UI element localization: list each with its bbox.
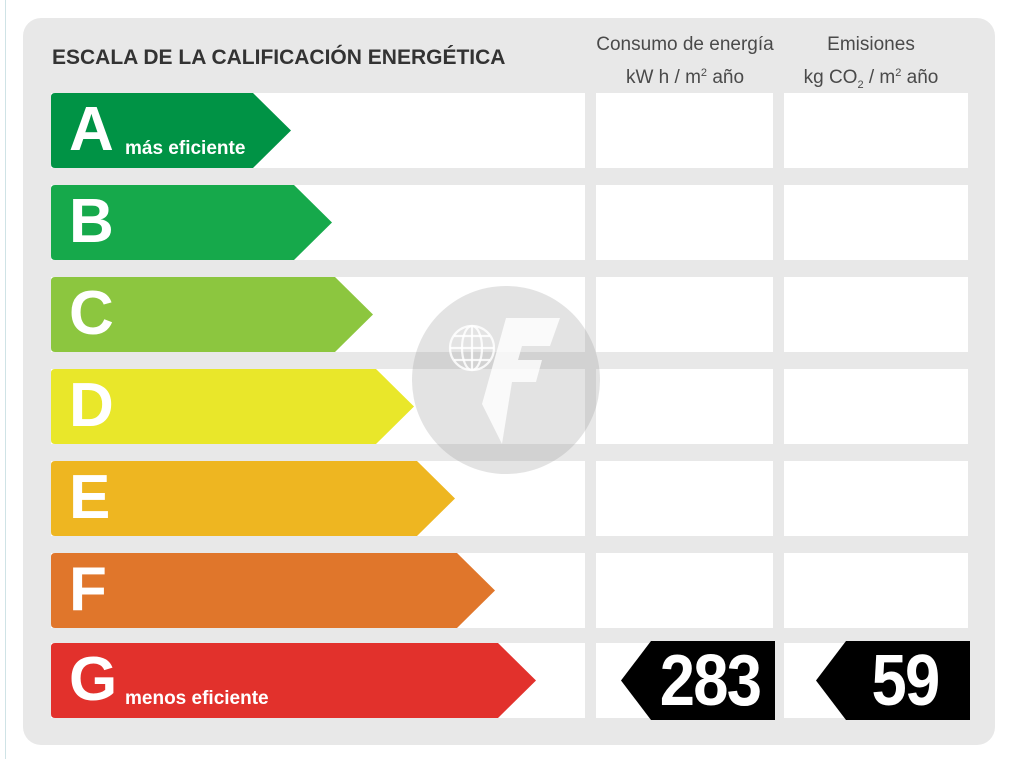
rating-arrow-shape bbox=[51, 461, 455, 536]
emisiones-cell-c bbox=[784, 277, 968, 352]
rating-arrow-shape bbox=[51, 185, 332, 260]
rating-arrow-shape bbox=[51, 553, 495, 628]
consumo-cell-a bbox=[596, 93, 773, 168]
rating-arrow-b: B bbox=[51, 185, 332, 260]
emisiones-cell-b bbox=[784, 185, 968, 260]
rating-arrow-e: E bbox=[51, 461, 455, 536]
consumo-cell-c bbox=[596, 277, 773, 352]
consumo-header-unit: kW h / m2 año bbox=[625, 67, 745, 88]
rating-arrow-f: F bbox=[51, 553, 495, 628]
consumo-value-badge: 283 bbox=[621, 640, 775, 721]
rating-arrow-d: D bbox=[51, 369, 414, 444]
emisiones-cell-f bbox=[784, 553, 968, 628]
rating-letter: E bbox=[69, 462, 111, 532]
rating-letter: B bbox=[69, 186, 114, 256]
consumo-cell-f bbox=[596, 553, 773, 628]
emisiones-cell-e bbox=[784, 461, 968, 536]
rating-letter: C bbox=[69, 278, 114, 348]
badge-arrow-shape bbox=[621, 641, 775, 720]
rating-sublabel: más eficiente bbox=[125, 138, 246, 159]
left-edge-line bbox=[5, 0, 6, 759]
badge-arrow-shape bbox=[816, 641, 970, 720]
rating-arrow-shape bbox=[51, 643, 536, 718]
badge-value: 59 bbox=[871, 640, 941, 721]
emisiones-cell-d bbox=[784, 369, 968, 444]
rating-arrow-c: C bbox=[51, 277, 373, 352]
page-title: ESCALA DE LA CALIFICACIÓN ENERGÉTICA bbox=[52, 46, 506, 69]
consumo-header-line1: Consumo de energía bbox=[596, 34, 774, 55]
rating-arrow-shape bbox=[51, 277, 373, 352]
emisiones-header: Emisiones kg CO2 / m2 año bbox=[771, 30, 971, 100]
rating-letter: D bbox=[69, 370, 114, 440]
badge-value: 283 bbox=[659, 640, 762, 721]
emisiones-header-line1: Emisiones bbox=[827, 34, 915, 55]
rating-letter: F bbox=[69, 554, 107, 624]
rating-arrow-shape bbox=[51, 93, 291, 168]
emisiones-header-unit: kg CO2 / m2 año bbox=[803, 67, 939, 91]
rating-arrow-shape bbox=[51, 369, 414, 444]
rating-letter: A bbox=[69, 94, 114, 164]
logo-watermark-icon bbox=[412, 286, 600, 474]
rating-sublabel: menos eficiente bbox=[125, 688, 269, 709]
rating-letter: G bbox=[69, 644, 118, 714]
consumo-header: Consumo de energía kW h / m2 año bbox=[585, 30, 785, 92]
consumo-cell-b bbox=[596, 185, 773, 260]
emisiones-cell-a bbox=[784, 93, 968, 168]
emisiones-value-badge: 59 bbox=[816, 640, 970, 721]
consumo-cell-d bbox=[596, 369, 773, 444]
consumo-cell-e bbox=[596, 461, 773, 536]
